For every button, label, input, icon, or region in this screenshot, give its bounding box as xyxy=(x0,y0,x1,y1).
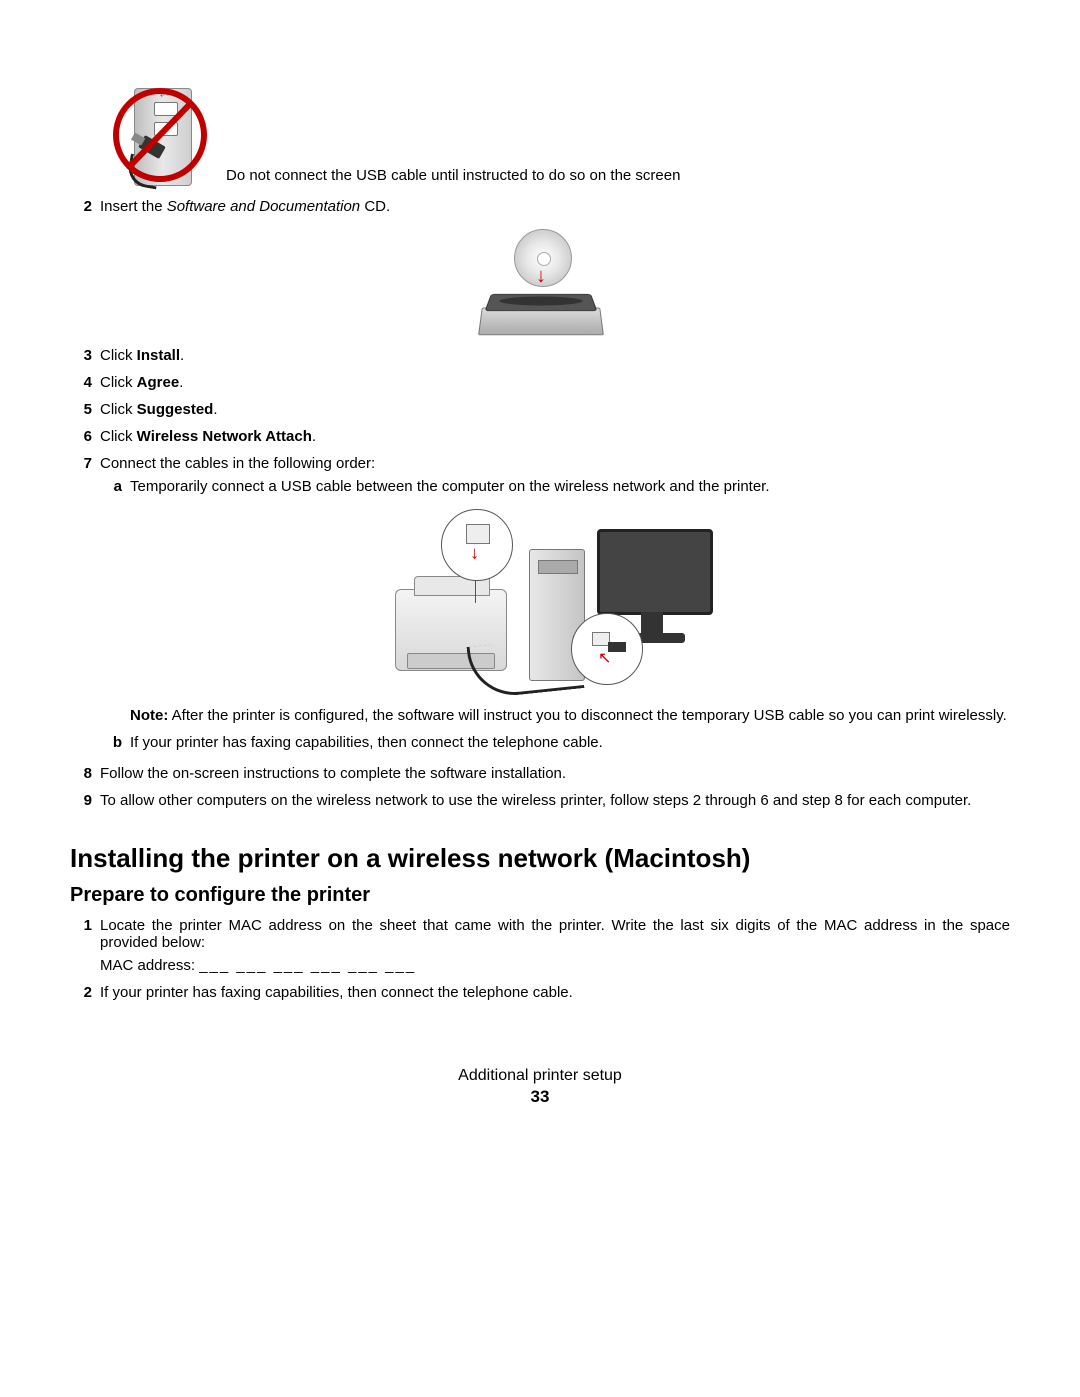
step-9: 9 To allow other computers on the wirele… xyxy=(70,792,1010,815)
step-text-suffix: . xyxy=(180,347,184,364)
step-text-bold: Suggested xyxy=(137,401,214,418)
printer-port-callout: ↑ xyxy=(441,509,513,581)
step-number: 6 xyxy=(70,428,100,451)
mac-step-1: 1 Locate the printer MAC address on the … xyxy=(70,917,1010,980)
step-text-suffix: . xyxy=(213,401,217,418)
mac-address-blanks: ___ ___ ___ ___ ___ ___ xyxy=(199,957,416,974)
step-7: 7 Connect the cables in the following or… xyxy=(70,455,1010,761)
cd-figure: ↓ xyxy=(70,229,1010,339)
tower-port-callout: ↖ xyxy=(571,613,643,685)
step-body: Insert the Software and Documentation CD… xyxy=(100,198,1010,221)
footer-page-number: 33 xyxy=(70,1087,1010,1107)
step-2: 2 Insert the Software and Documentation … xyxy=(70,198,1010,221)
step-number: 3 xyxy=(70,347,100,370)
step-text-prefix: Click xyxy=(100,374,137,391)
step-6: 6 Click Wireless Network Attach. xyxy=(70,428,1010,451)
no-usb-figure: ⬿ xyxy=(110,80,210,190)
connection-figure: ↑ ↖ xyxy=(100,509,1010,699)
down-arrow-icon: ↓ xyxy=(536,265,546,288)
red-arrow-icon: ↑ xyxy=(470,544,479,565)
substep-letter: a xyxy=(100,478,130,501)
footer-section-title: Additional printer setup xyxy=(70,1067,1010,1085)
page-footer: Additional printer setup 33 xyxy=(70,1067,1010,1107)
step-text-prefix: Click xyxy=(100,401,137,418)
substep-text: Temporarily connect a USB cable between … xyxy=(130,478,1010,495)
mac-step-2: 2 If your printer has faxing capabilitie… xyxy=(70,984,1010,1007)
step-text: If your printer has faxing capabilities,… xyxy=(100,984,1010,1001)
step-text: Locate the printer MAC address on the sh… xyxy=(100,917,1010,951)
mac-address-label: MAC address: xyxy=(100,957,199,974)
step-number: 9 xyxy=(70,792,100,815)
step-text-suffix: . xyxy=(179,374,183,391)
note-label: Note: xyxy=(130,707,168,724)
step-text-suffix: CD. xyxy=(360,198,390,215)
page: ⬿ Do not connect the USB cable until ins… xyxy=(0,0,1080,1147)
step-5: 5 Click Suggested. xyxy=(70,401,1010,424)
step-number: 8 xyxy=(70,765,100,788)
step-number: 2 xyxy=(70,984,100,1007)
step-3: 3 Click Install. xyxy=(70,347,1010,370)
step-number: 7 xyxy=(70,455,100,761)
step-7-note: Note: After the printer is configured, t… xyxy=(130,707,1010,730)
step-text-bold: Wireless Network Attach xyxy=(137,428,312,445)
step-text: Follow the on-screen instructions to com… xyxy=(100,765,1010,782)
step-text-bold: Agree xyxy=(137,374,180,391)
step-text-suffix: . xyxy=(312,428,316,445)
red-arrow-icon: ↖ xyxy=(598,648,611,668)
step-text-bold: Install xyxy=(137,347,180,364)
step-1-figure-row: ⬿ Do not connect the USB cable until ins… xyxy=(110,80,1010,190)
step-4: 4 Click Agree. xyxy=(70,374,1010,397)
step-number: 5 xyxy=(70,401,100,424)
note-text: After the printer is configured, the sof… xyxy=(168,707,1006,724)
step-text-prefix: Click xyxy=(100,347,137,364)
step-text: Connect the cables in the following orde… xyxy=(100,455,1010,472)
step-number: 4 xyxy=(70,374,100,397)
step-number: 1 xyxy=(70,917,100,980)
step-text-prefix: Insert the xyxy=(100,198,167,215)
step-7a: a Temporarily connect a USB cable betwee… xyxy=(100,478,1010,501)
prohibition-icon xyxy=(110,80,210,190)
subsection-heading: Prepare to configure the printer xyxy=(70,884,1010,907)
step-number: 2 xyxy=(70,198,100,221)
section-heading: Installing the printer on a wireless net… xyxy=(70,843,1010,874)
step-text: To allow other computers on the wireless… xyxy=(100,792,1010,809)
step-8: 8 Follow the on-screen instructions to c… xyxy=(70,765,1010,788)
substep-letter: b xyxy=(100,734,130,757)
substep-text: If your printer has faxing capabilities,… xyxy=(130,734,1010,751)
step-text-italic: Software and Documentation xyxy=(167,198,360,215)
step-text-prefix: Click xyxy=(100,428,137,445)
no-usb-caption: Do not connect the USB cable until instr… xyxy=(226,167,680,190)
step-7b: b If your printer has faxing capabilitie… xyxy=(100,734,1010,757)
